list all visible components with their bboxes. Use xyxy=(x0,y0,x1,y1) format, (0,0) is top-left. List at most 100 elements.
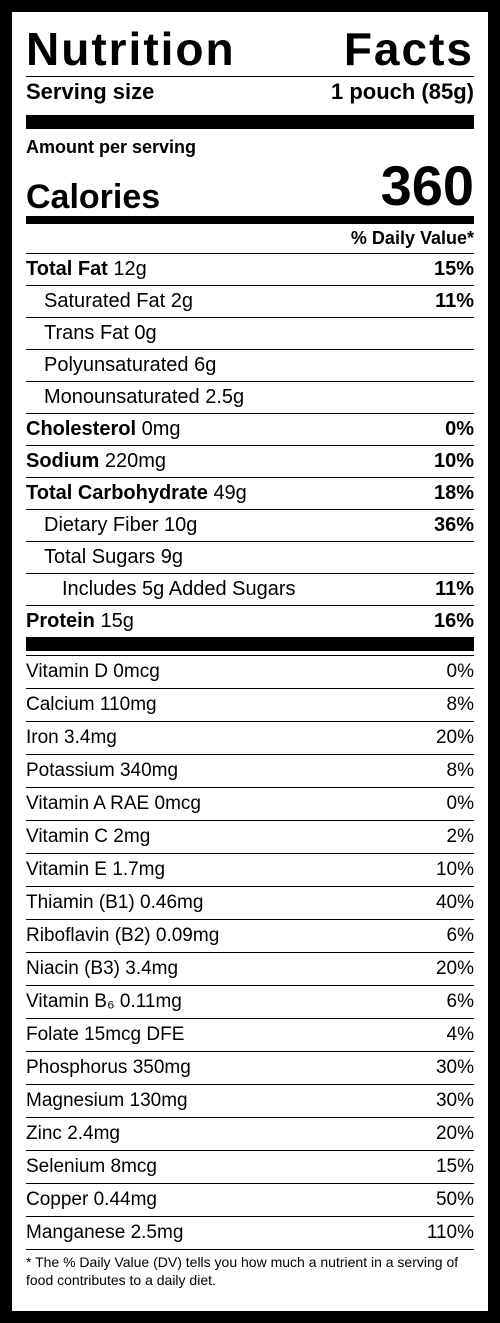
nutrient-name: Total Carbohydrate xyxy=(26,482,213,504)
nutrient-dv: 16% xyxy=(434,610,474,633)
nutrient-amount: 130mg xyxy=(130,1090,188,1111)
nutrient-left: Vitamin D 0mcg xyxy=(26,661,160,683)
nutrient-dv: 36% xyxy=(434,514,474,537)
nutrient-left: Dietary Fiber 10g xyxy=(26,514,197,537)
vitamin-row: Riboflavin (B2) 0.09mg6% xyxy=(26,919,474,952)
nutrient-row: Total Sugars 9g xyxy=(26,541,474,573)
nutrient-dv: 8% xyxy=(447,694,474,716)
nutrient-amount: 2.5mg xyxy=(131,1222,184,1243)
vitamin-row: Vitamin A RAE 0mcg 0% xyxy=(26,787,474,820)
nutrient-amount: 9g xyxy=(161,546,183,568)
nutrient-left: Trans Fat 0g xyxy=(26,322,157,345)
vitamin-row: Zinc 2.4mg 20% xyxy=(26,1117,474,1150)
vitamin-row: Niacin (B3) 3.4mg20% xyxy=(26,952,474,985)
nutrient-dv: 15% xyxy=(436,1156,474,1178)
calories-label: Calories xyxy=(26,180,160,214)
nutrient-dv: 0% xyxy=(447,793,474,815)
nutrient-row: Includes 5g Added Sugars 11% xyxy=(26,573,474,605)
nutrient-left: Polyunsaturated 6g xyxy=(26,354,216,377)
vitamin-row: Phosphorus 350mg 30% xyxy=(26,1051,474,1084)
nutrient-amount: 3.4mg xyxy=(125,958,178,979)
nutrient-amount: 2g xyxy=(171,290,193,312)
nutrient-left: Sodium 220mg xyxy=(26,450,166,473)
nutrient-name: Polyunsaturated xyxy=(44,354,194,376)
nutrient-left: Zinc 2.4mg xyxy=(26,1123,120,1145)
macros-section: Total Fat 12g15%Saturated Fat 2g11%Trans… xyxy=(26,253,474,637)
nutrient-name: Monounsaturated xyxy=(44,386,205,408)
vitamin-row: Magnesium 130mg30% xyxy=(26,1084,474,1117)
nutrient-dv: 20% xyxy=(436,1123,474,1145)
nutrient-left: Selenium 8mcg xyxy=(26,1156,157,1178)
nutrient-name: Total Fat xyxy=(26,258,113,280)
vitamin-row: Vitamin E 1.7mg10% xyxy=(26,853,474,886)
nutrient-amount: 340mg xyxy=(120,760,178,781)
nutrient-name: Copper xyxy=(26,1189,94,1210)
nutrient-left: Total Carbohydrate 49g xyxy=(26,482,247,505)
nutrient-left: Calcium 110mg xyxy=(26,694,157,716)
divider-thick xyxy=(26,115,474,129)
nutrient-amount: 220mg xyxy=(105,450,166,472)
nutrient-row: Polyunsaturated 6g xyxy=(26,349,474,381)
nutrient-left: Cholesterol 0mg xyxy=(26,418,180,441)
nutrient-name: Niacin (B3) xyxy=(26,958,125,979)
nutrient-left: Protein 15g xyxy=(26,610,134,633)
vitamin-row: Calcium 110mg 8% xyxy=(26,688,474,721)
nutrient-name: Total Sugars xyxy=(44,546,161,568)
nutrient-name: Protein xyxy=(26,610,100,632)
vitamin-row: Vitamin D 0mcg 0% xyxy=(26,655,474,688)
nutrient-dv: 11% xyxy=(435,578,474,601)
nutrient-row: Total Carbohydrate 49g18% xyxy=(26,477,474,509)
nutrient-dv: 2% xyxy=(447,826,474,848)
nutrient-amount: 1.7mg xyxy=(112,859,165,880)
nutrient-name: Manganese xyxy=(26,1222,131,1243)
nutrient-left: Copper 0.44mg xyxy=(26,1189,157,1211)
nutrient-name: Magnesium xyxy=(26,1090,130,1111)
nutrient-amount: 0.11mg xyxy=(120,991,182,1012)
nutrient-left: Folate 15mcg DFE xyxy=(26,1024,184,1046)
nutrient-name: Vitamin C xyxy=(26,826,113,847)
nutrient-amount: 12g xyxy=(113,258,146,280)
nutrient-left: Manganese 2.5mg xyxy=(26,1222,183,1244)
nutrient-left: Total Fat 12g xyxy=(26,258,147,281)
vitamin-row: Potassium 340mg8% xyxy=(26,754,474,787)
nutrient-name: Vitamin B₆ xyxy=(26,991,120,1012)
title-word-2: Facts xyxy=(344,26,474,72)
nutrient-left: Vitamin A RAE 0mcg xyxy=(26,793,201,815)
nutrient-left: Vitamin C 2mg xyxy=(26,826,150,848)
nutrient-amount: 110mg xyxy=(100,694,157,715)
nutrient-amount: 6g xyxy=(194,354,216,376)
nutrient-left: Iron 3.4mg xyxy=(26,727,117,749)
panel-title: Nutrition Facts xyxy=(26,26,474,72)
serving-size-value: 1 pouch (85g) xyxy=(331,79,474,105)
nutrient-amount: 0.44mg xyxy=(94,1189,157,1210)
nutrient-amount: 0.46mg xyxy=(140,892,203,913)
nutrient-name: Phosphorus xyxy=(26,1057,133,1078)
nutrient-dv: 6% xyxy=(447,991,474,1013)
vitamin-row: Manganese 2.5mg 110% xyxy=(26,1216,474,1249)
divider-med xyxy=(26,216,474,224)
nutrient-left: Vitamin E 1.7mg xyxy=(26,859,165,881)
serving-size-label: Serving size xyxy=(26,79,154,105)
nutrient-dv: 11% xyxy=(435,290,474,313)
nutrient-amount: 0mcg xyxy=(155,793,201,814)
nutrient-dv: 0% xyxy=(445,418,474,441)
nutrient-name: Thiamin (B1) xyxy=(26,892,140,913)
nutrient-amount: 0g xyxy=(134,322,156,344)
nutrient-left: Monounsaturated 2.5g xyxy=(26,386,244,409)
nutrient-dv: 30% xyxy=(436,1057,474,1079)
footnote: * The % Daily Value (DV) tells you how m… xyxy=(26,1250,474,1289)
vitamin-row: Folate 15mcg DFE4% xyxy=(26,1018,474,1051)
nutrient-amount: 0mg xyxy=(142,418,181,440)
nutrient-name: Includes 5g Added Sugars xyxy=(62,578,296,600)
calories-row: Calories 360 xyxy=(26,158,474,214)
nutrient-left: Riboflavin (B2) 0.09mg xyxy=(26,925,219,947)
nutrient-amount: 2mg xyxy=(113,826,150,847)
nutrient-amount: 15g xyxy=(100,610,133,632)
nutrient-left: Phosphorus 350mg xyxy=(26,1057,191,1079)
nutrient-dv: 110% xyxy=(427,1222,474,1244)
nutrient-name: Selenium xyxy=(26,1156,111,1177)
nutrient-amount: 2.4mg xyxy=(67,1123,120,1144)
nutrient-dv: 0% xyxy=(447,661,474,683)
vitamins-section: Vitamin D 0mcg 0% Calcium 110mg 8% Iron 3.4m… xyxy=(26,655,474,1249)
nutrient-left: Total Sugars 9g xyxy=(26,546,183,569)
